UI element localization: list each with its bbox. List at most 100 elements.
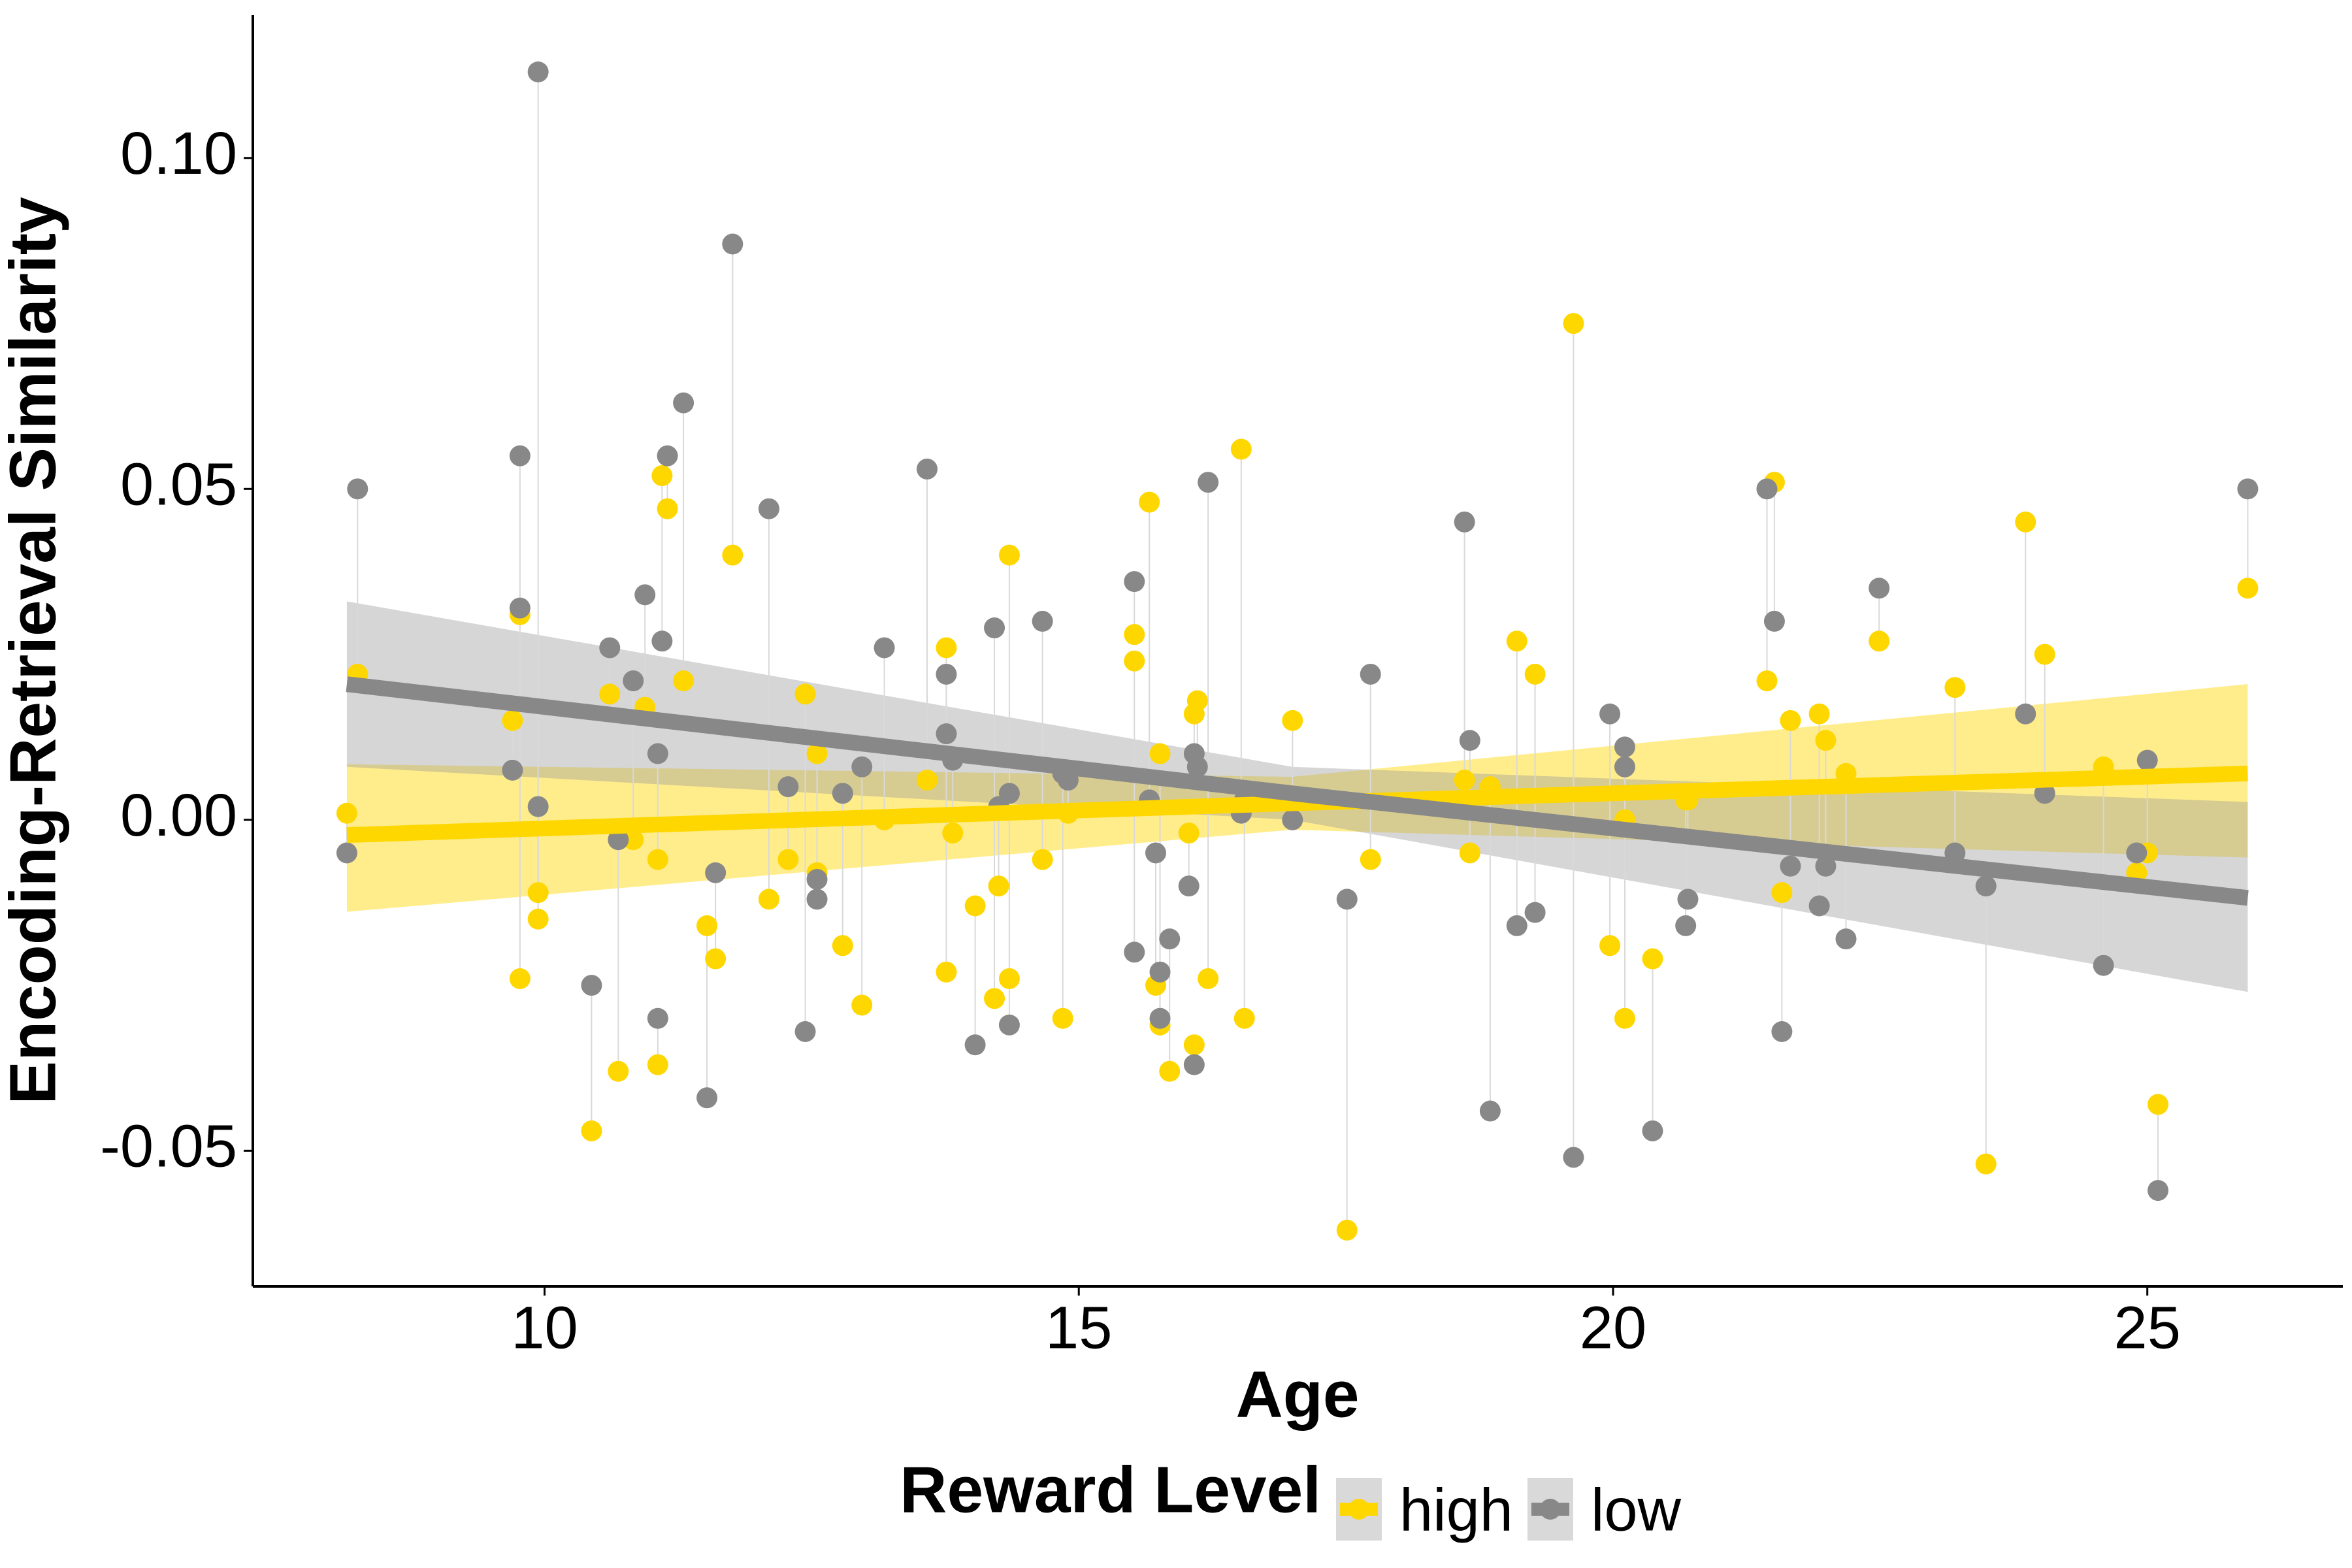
point — [1975, 1153, 1997, 1175]
legend-label: low — [1591, 1477, 1682, 1543]
point — [1506, 915, 1527, 936]
point — [1524, 663, 1546, 685]
point — [936, 961, 957, 983]
point — [1677, 889, 1699, 910]
point — [1869, 578, 1890, 599]
point — [623, 829, 644, 851]
point — [1230, 438, 1252, 460]
point — [2148, 1094, 2169, 1115]
point — [647, 1007, 668, 1029]
point — [988, 875, 1009, 897]
point — [1459, 842, 1480, 864]
point — [1032, 849, 1053, 870]
point — [1186, 690, 1208, 711]
point — [2093, 955, 2114, 976]
point — [647, 849, 668, 870]
point — [1282, 710, 1303, 731]
point — [1614, 1007, 1635, 1029]
point — [651, 630, 673, 652]
point — [916, 458, 938, 480]
x-tick-label: 20 — [1580, 1294, 1646, 1361]
point — [832, 783, 853, 804]
point — [1198, 472, 1219, 493]
point — [964, 895, 986, 917]
point — [1869, 630, 1890, 652]
point — [1780, 855, 1801, 877]
point — [1178, 823, 1200, 844]
point — [2034, 644, 2055, 665]
point — [1614, 756, 1635, 777]
point — [1479, 1100, 1501, 1122]
point — [599, 637, 621, 659]
point — [806, 868, 828, 890]
point — [1336, 1219, 1358, 1241]
point — [2237, 578, 2259, 599]
point — [1124, 650, 1145, 672]
point — [936, 663, 957, 685]
point — [1186, 756, 1208, 777]
point — [502, 759, 523, 781]
point — [851, 994, 873, 1016]
point — [984, 988, 1005, 1009]
point — [1159, 1060, 1181, 1082]
point — [916, 770, 938, 791]
point — [998, 544, 1020, 566]
point — [1145, 842, 1166, 864]
point — [696, 915, 718, 936]
point — [1975, 875, 1997, 897]
x-axis-title: Age — [1236, 1358, 1360, 1431]
y-axis-title: Encoding-Retrieval Similarity — [0, 197, 69, 1105]
point — [1459, 730, 1480, 751]
point — [2015, 703, 2036, 725]
point — [1149, 1007, 1171, 1029]
point — [964, 1034, 986, 1056]
point — [984, 617, 1005, 639]
legend-key-point — [1539, 1499, 1561, 1520]
point — [758, 498, 779, 519]
point — [942, 823, 964, 844]
point — [998, 1014, 1020, 1036]
point — [336, 802, 357, 824]
point — [722, 233, 743, 255]
legend-title: Reward Level — [900, 1453, 1321, 1526]
point — [1360, 663, 1381, 685]
point — [623, 670, 644, 692]
point — [832, 935, 853, 956]
point — [651, 465, 673, 487]
point — [758, 889, 779, 910]
point — [696, 1087, 718, 1109]
point — [1563, 1147, 1584, 1168]
point — [599, 683, 621, 705]
point — [502, 710, 523, 731]
point — [2237, 478, 2259, 500]
legend-label: high — [1399, 1477, 1513, 1543]
point — [722, 544, 743, 566]
point — [1124, 941, 1145, 963]
point — [1139, 491, 1160, 513]
point — [647, 1054, 668, 1075]
point — [1763, 610, 1785, 632]
point — [509, 445, 531, 466]
point — [1183, 1054, 1205, 1075]
point — [1815, 855, 1837, 877]
point — [2034, 783, 2055, 804]
point — [794, 1021, 816, 1042]
point — [936, 637, 957, 659]
point — [1599, 935, 1621, 956]
point — [1233, 1007, 1255, 1029]
y-tick-label: 0.05 — [120, 451, 237, 518]
x-tick-label: 25 — [2114, 1294, 2181, 1361]
point — [581, 1120, 602, 1141]
point — [673, 670, 694, 692]
point — [1808, 895, 1830, 917]
point — [777, 776, 799, 798]
point — [806, 743, 828, 764]
legend-key-point — [1348, 1499, 1369, 1520]
point — [1282, 809, 1303, 830]
point — [1198, 968, 1219, 989]
point — [777, 849, 799, 870]
y-tick-label: -0.05 — [100, 1113, 237, 1180]
point — [581, 975, 602, 996]
point — [1506, 630, 1527, 652]
